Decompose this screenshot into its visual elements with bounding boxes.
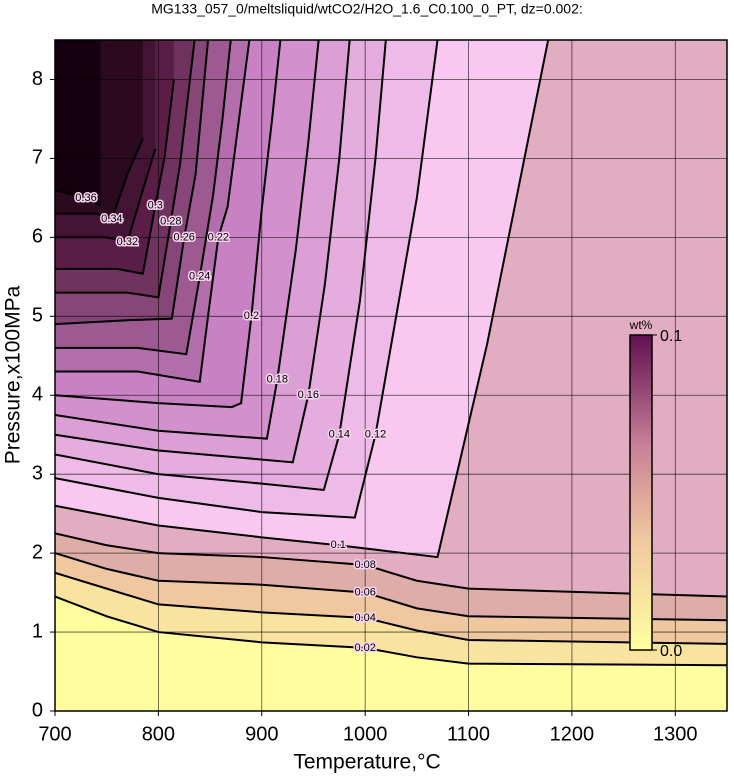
plot-frame — [54, 39, 728, 712]
contour-line — [55, 148, 157, 244]
contour-label: 0.04 — [354, 612, 375, 624]
x-tick-label: 900 — [245, 723, 278, 745]
colorbar-tick-label: 0.1 — [660, 328, 682, 345]
contour-line — [55, 40, 196, 299]
contour-line — [55, 552, 727, 622]
y-tick-label: 3 — [32, 462, 43, 484]
colorbar-tick-label: 0.0 — [660, 643, 682, 660]
contour-line — [55, 40, 387, 492]
contour-label: 0.32 — [117, 236, 138, 248]
contour-line — [55, 40, 282, 409]
contour-line — [55, 189, 101, 207]
x-tick-label: 1100 — [447, 723, 490, 745]
contour-label: 0.14 — [329, 429, 350, 441]
contour-label: 0.3 — [148, 200, 163, 212]
x-tick-label: 700 — [38, 723, 71, 745]
contour-label: 0.16 — [298, 389, 319, 401]
y-axis-label: Pressure,x100MPa — [2, 285, 25, 464]
contour-label: 0.02 — [354, 642, 375, 654]
x-tick-label: 1000 — [343, 723, 388, 745]
chart-title: MG133_057_0/meltsliquid/wtCO2/H2O_1.6_C0… — [151, 1, 583, 17]
contour-label: 0.1 — [331, 539, 346, 551]
y-tick-label: 2 — [32, 541, 43, 563]
contour-label: 0.22 — [208, 231, 229, 243]
contour-line — [55, 40, 439, 519]
contour-label: 0.2 — [244, 310, 259, 322]
contour-line — [55, 40, 251, 383]
y-tick-label: 0 — [32, 699, 43, 721]
colorbar-title: wt% — [629, 318, 653, 332]
y-tick-label: 5 — [32, 305, 43, 327]
y-tick-label: 8 — [32, 68, 43, 90]
contour-line — [55, 40, 232, 356]
contour-label: 0.12 — [365, 429, 386, 441]
level-region — [55, 40, 101, 206]
contour-line — [55, 40, 351, 464]
contour-label: 0.36 — [75, 192, 96, 204]
y-tick-label: 6 — [32, 226, 43, 248]
contour-label: 0.24 — [189, 271, 210, 283]
contour-label: 0.06 — [354, 586, 375, 598]
x-axis-label: Temperature,°C — [293, 751, 440, 774]
contour-line — [55, 571, 727, 645]
contour-line — [55, 40, 550, 559]
x-tick-label: 1200 — [550, 723, 595, 745]
x-tick-label: 800 — [142, 723, 175, 745]
colorbar — [629, 334, 653, 651]
contour-label: 0.28 — [160, 215, 181, 227]
contour-line — [55, 79, 175, 275]
x-tick-label: 1300 — [653, 723, 698, 745]
y-tick-label: 4 — [32, 384, 43, 406]
contour-line — [55, 40, 210, 326]
y-tick-label: 7 — [32, 147, 43, 169]
contour-line — [55, 40, 320, 440]
plot-area: 0.02 0.04 0.06 0.08 0.1 0.12 0.14 0.16 0.18 0.2 0.… — [55, 40, 727, 711]
contour-line — [55, 532, 727, 598]
contour-label: 0.08 — [354, 559, 375, 571]
contour-line — [55, 138, 144, 221]
contour-line — [55, 595, 727, 667]
y-tick-label: 1 — [32, 620, 43, 642]
contour-label: 0.26 — [174, 231, 195, 243]
contour-label: 0.18 — [267, 373, 288, 385]
contour-label: 0.34 — [101, 213, 122, 225]
